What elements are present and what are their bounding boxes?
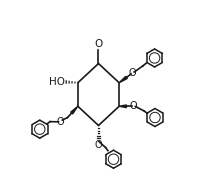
Polygon shape [119,76,127,83]
Text: HO: HO [49,77,65,87]
Text: O: O [129,68,137,78]
Text: O: O [57,117,64,127]
Polygon shape [119,105,126,108]
Text: O: O [95,140,102,150]
Polygon shape [71,106,78,114]
Text: O: O [94,39,103,49]
Text: O: O [130,101,138,111]
